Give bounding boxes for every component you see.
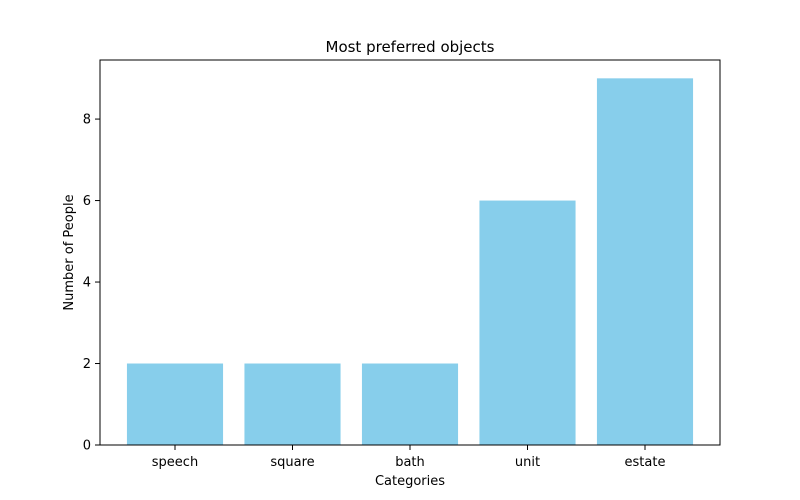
- y-tick-label: 0: [83, 439, 91, 454]
- y-tick-label: 8: [83, 113, 91, 128]
- y-tick-label: 2: [83, 357, 91, 372]
- x-tick-label: square: [270, 455, 314, 470]
- bars-group: [126, 78, 694, 445]
- y-tick-label: 4: [83, 276, 91, 291]
- y-tick-label: 6: [83, 194, 91, 209]
- y-axis-label: Number of People: [62, 194, 77, 310]
- chart-title: Most preferred objects: [326, 38, 495, 56]
- bar-estate: [596, 78, 694, 445]
- y-ticks-group: 0 2 4 6 8: [83, 113, 100, 454]
- x-tick-label: estate: [625, 455, 666, 470]
- x-tick-label: bath: [395, 455, 425, 470]
- x-axis-label: Categories: [375, 474, 445, 489]
- bar-bath: [361, 363, 459, 445]
- bar-speech: [126, 363, 224, 445]
- x-tick-label: unit: [515, 455, 540, 470]
- bar-unit: [479, 200, 576, 445]
- bar-square: [244, 363, 341, 445]
- x-ticks-group: speech square bath unit estate: [152, 445, 666, 470]
- x-tick-label: speech: [152, 455, 198, 470]
